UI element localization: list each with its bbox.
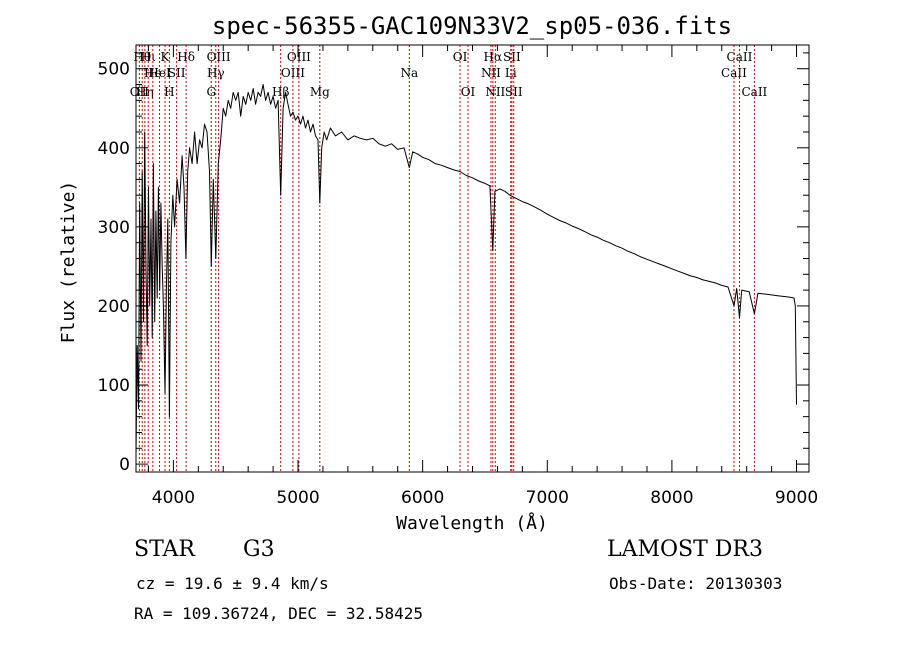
line-label-22: NII [485,85,505,99]
line-label-6: K [161,50,171,64]
plot-frame [135,44,810,473]
chart-title: spec-56355-GAC109N33V2_sp05-036.fits [212,12,732,40]
x-tick-label-1: 5000 [276,488,319,508]
x-tick-label-2: 6000 [401,488,444,508]
line-label-7: H [164,85,174,99]
line-label-4: He [144,66,162,80]
line-label-17: Na [400,66,418,80]
y-tick-label-1: 100 [98,376,130,396]
line-label-11: Hγ [207,66,225,80]
y-axis-label: Flux (relative) [58,181,79,344]
line-label-15: OIII [287,50,311,64]
line-label-16: Mg [310,85,330,99]
line-label-14: OIII [281,66,305,80]
line-label-8: SII [168,66,186,80]
line-label-10: G [206,85,216,99]
x-tick-label-3: 7000 [526,488,569,508]
coordinates: RA = 109.36724, DEC = 32.58425 [134,604,423,623]
line-label-24: SII [503,50,521,64]
spectral-line-markers: OIIHθHηHιHeHeIKHSIIHδGHγOIIIHβOIIIOIIIMg… [130,45,768,472]
x-axis: 4000 5000 6000 7000 8000 9000 [147,45,818,508]
line-label-19: OI [461,85,476,99]
y-tick-label-5: 500 [98,60,130,80]
line-label-20: NII [481,66,501,80]
spectrum-line-0 [135,84,797,457]
object-subclass: G3 [243,537,275,562]
line-label-27: CaII [727,50,753,64]
line-label-21: Hα [484,50,503,64]
y-tick-label-0: 0 [119,455,130,475]
line-label-12: OIII [207,50,231,64]
line-label-28: CaII [741,85,767,99]
line-label-1: Hθ [133,50,151,64]
x-tick-label-4: 8000 [650,488,693,508]
line-label-26: CaII [721,66,747,80]
y-tick-label-2: 200 [98,297,130,317]
line-label-9: Hδ [177,50,195,64]
x-axis-label: Wavelength (Å) [396,512,548,534]
spectrum-series [135,84,797,457]
line-label-2: Hη [136,85,154,99]
line-label-25: SII [505,85,523,99]
line-label-3: Hι [141,50,156,64]
line-label-18: OI [453,50,468,64]
survey-name: LAMOST DR3 [607,537,763,562]
observation-date: Obs-Date: 20130303 [609,574,783,593]
line-label-0: OII [130,85,150,99]
line-label-23: Li [505,66,517,80]
x-tick-label-0: 4000 [152,488,195,508]
object-class: STAR [134,537,195,562]
x-tick-label-5: 9000 [775,488,818,508]
y-tick-label-3: 300 [98,218,130,238]
y-axis: 0 100 200 300 400 500 [98,52,809,475]
redshift-value: cz = 19.6 ± 9.4 km/s [136,574,329,593]
y-tick-label-4: 400 [98,139,130,159]
